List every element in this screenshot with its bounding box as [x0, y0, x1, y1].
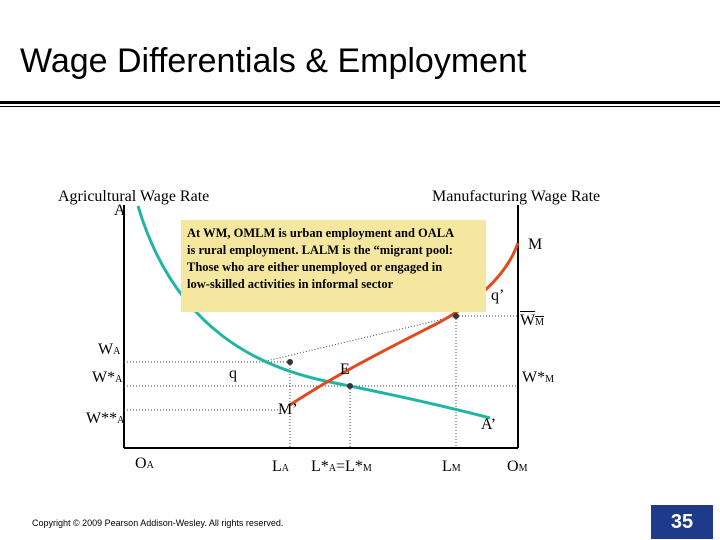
- callout-line-4: low-skilled activities in informal secto…: [187, 277, 394, 291]
- label-e: E: [340, 361, 350, 378]
- label-wa-2star: W**A: [86, 410, 125, 427]
- label-q-prime: q’: [491, 287, 505, 304]
- callout-line-3: Those who are either unemployed or engag…: [187, 260, 443, 274]
- point-e: [347, 383, 353, 389]
- label-lm: LM: [442, 458, 461, 475]
- explanation-callout: At WM, OMLM is urban employment and OALA…: [181, 220, 486, 312]
- label-a: A: [114, 202, 126, 219]
- label-wm-bar: WM: [520, 312, 545, 329]
- right-axis-title: Manufacturing Wage Rate: [432, 188, 601, 205]
- label-q: q: [229, 365, 237, 382]
- point-q: [287, 359, 293, 365]
- callout-line-2: is rural employment. LALM is the “migran…: [187, 243, 453, 257]
- label-l-star: L*A=L*M: [311, 458, 372, 475]
- manu-demand-curve: [289, 242, 520, 407]
- label-la: LA: [272, 458, 290, 475]
- point-q-prime: [453, 313, 459, 319]
- label-wa-star: W*A: [92, 369, 123, 386]
- page-number-badge: 35: [651, 505, 713, 539]
- label-wm-star: W*M: [522, 369, 555, 386]
- q-line: [261, 315, 457, 363]
- copyright-notice: Copyright © 2009 Pearson Addison-Wesley.…: [32, 518, 284, 528]
- label-om: OM: [507, 458, 528, 475]
- label-m-prime: M’: [278, 401, 298, 418]
- label-wa: WA: [98, 341, 121, 358]
- slide-title: Wage Differentials & Employment: [20, 42, 527, 80]
- left-axis-title: Agricultural Wage Rate: [58, 188, 210, 205]
- callout-line-1: At WM, OMLM is urban employment and OALA: [187, 226, 455, 240]
- label-a-prime: A’: [481, 416, 497, 433]
- label-m: M: [528, 236, 543, 253]
- agri-demand-curve: [136, 205, 491, 420]
- title-rule: [0, 101, 720, 104]
- label-oa: OA: [135, 455, 154, 472]
- title-rule-thin: [0, 106, 720, 107]
